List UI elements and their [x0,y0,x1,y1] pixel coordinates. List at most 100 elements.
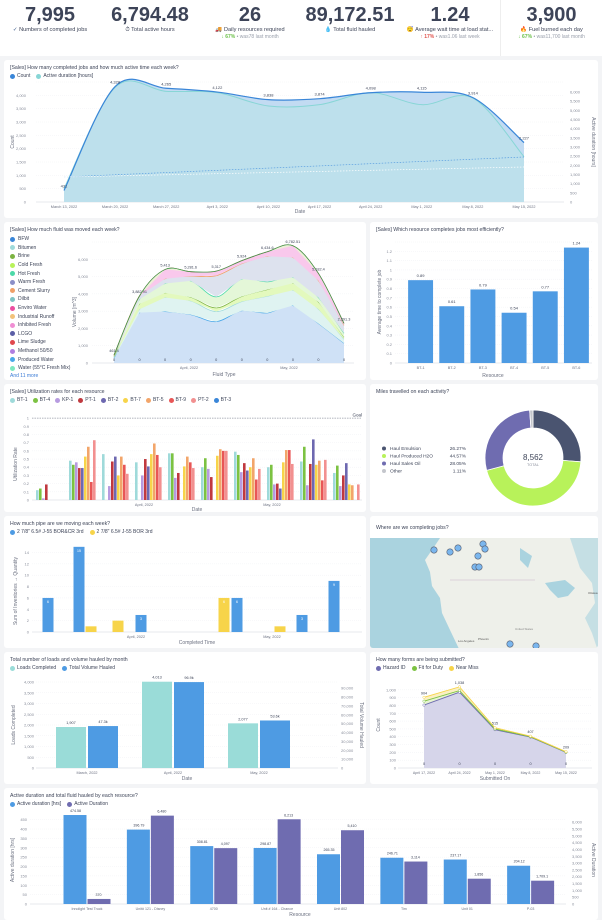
map-pin-icon[interactable] [454,544,462,552]
data-label: 53.6k [270,714,279,718]
legend-item-volume[interactable]: Total Volume Hauled [62,665,115,671]
legend-item[interactable]: PT-1 [78,397,96,403]
legend-item[interactable]: Water (55°C Fresh Mix) [10,364,70,373]
fluid-chart: 0 1,000 2,000 3,000 4,000 5,000 6,000 461.4 3,88… [72,240,354,378]
y-tick-label: 150 [20,873,27,878]
legend-item-near-miss[interactable]: Near Miss [448,665,478,671]
legend-item[interactable]: BT-5 [145,397,164,403]
legend-item-pipe-bor[interactable]: 2 7/8" 6.5# J-55 BOR 3rd [89,529,153,535]
y-tick-label: 200 [20,864,27,869]
legend-item[interactable]: Produced Water [10,355,70,364]
bar [78,468,81,500]
y-tick-label: 1.1 [386,258,392,263]
map-pin-icon[interactable] [481,545,489,553]
legend-item[interactable]: BFW [10,235,70,244]
y2-axis-title: Active duration [hours] [590,117,596,167]
map-pin-icon[interactable] [430,546,438,554]
legend-item[interactable]: Enviro Water [10,304,70,313]
total-label: 5,182.4 [312,267,325,271]
bar-label: 3 [301,617,303,621]
y-axis-title: Count [376,718,382,732]
legend-item[interactable]: BT-4 [32,397,50,403]
data-label: 4,013 [152,676,162,680]
show-more-link[interactable]: And 11 more [10,372,39,379]
jobs-chart: 0 500 1,000 1,500 2,000 2,500 3,000 3,500 4,000 0… [10,78,596,215]
legend-item-count[interactable]: Count [10,73,30,79]
legend-value: 1.11% [453,469,467,475]
bar [144,459,147,500]
legend-label: Active Duration [74,801,109,807]
bar [171,453,174,500]
legend-item[interactable]: Hot Fresh [10,269,70,278]
chart-legend: BT-1 BT-4 KP-1 PT-1 BT-2 BT-7 BT-5 BT-9 PT-2 BT-3 [10,397,231,403]
legend-item[interactable]: Dilbit [10,295,70,304]
x-tick-label: April 17, 2022 [413,771,435,775]
jobs-map[interactable]: United States Los Angeles Phoenix Ottawa [370,538,598,648]
y-tick-label: 0.9 [386,277,392,282]
legend-dot [382,461,386,466]
legend-item[interactable]: Cement Slurry [10,287,70,296]
legend-item[interactable]: Industrial Runoff [10,312,70,321]
legend-item[interactable]: BT-3 [213,397,231,403]
legend-dot [10,296,15,302]
legend-dot [10,262,15,268]
legend-item[interactable]: Methanol 50/50 [10,347,70,356]
chart-legend: BFW Bitumen Brine Cold Fresh Hot Fresh Warm F… [10,235,70,379]
y2-tick-label: 1,500 [572,881,583,886]
map-pin-icon[interactable] [446,548,454,556]
legend-item[interactable]: BT-9 [168,397,186,403]
legend-item-hazard-id[interactable]: Hazard ID [376,665,406,671]
legend-item[interactable]: PT-2 [191,397,209,403]
x-tick-label: May, 2022 [250,771,267,775]
active-duration-area [64,80,524,202]
zero-label: 0 [494,762,496,766]
legend-item[interactable]: Warm Fresh [10,278,70,287]
map-pin-icon[interactable] [475,563,483,571]
legend-item[interactable]: BT-2 [100,397,118,403]
kpi-value: 1.24 [430,4,470,26]
legend-dot [10,253,15,259]
y-tick-label: 4,000 [78,291,89,296]
x-axis-title: Date [182,776,193,782]
legend-item[interactable]: Brine [10,252,70,261]
kpi-change-pct: 17% [424,34,435,40]
legend-item-fit-for-duty[interactable]: Fit for Duty [411,665,443,671]
legend-item[interactable]: BT-1 [10,397,28,403]
data-label: 96.9k [184,676,193,680]
legend-item-active-duration-hrs[interactable]: Active duration [hrs] [10,801,61,807]
legend-item[interactable]: KP-1 [55,397,73,403]
y-tick-label: 1,500 [24,733,35,738]
bar [336,465,339,500]
y-tick-label: 4,000 [16,93,27,98]
x-tick-label: May 1, 2022 [485,771,505,775]
map-label-la: Los Angeles [458,639,475,643]
legend-item[interactable]: BT-7 [123,397,141,403]
map-pin-icon[interactable] [474,552,482,560]
y2-axis-title: Active Duration [590,843,596,877]
data-label: 3,838 [263,93,274,98]
y-tick-label: 1,000 [386,687,397,692]
legend-item[interactable]: Lime Sludge [10,338,70,347]
map-pin-icon[interactable] [506,640,514,648]
kpi-change-text: • was1.06 last week [435,34,480,40]
legend-item-active-duration[interactable]: Active duration [hours] [36,73,93,79]
data-point [458,689,461,693]
legend-item[interactable]: Cold Fresh [10,261,70,270]
resource-duration-chart: 0 50 100 150 200 250 300 350 400 450 0 500 1,000 1,50… [10,809,596,918]
map-canvas[interactable]: United States Los Angeles Phoenix Ottawa [370,538,598,648]
legend-item[interactable]: Inhibited Fresh [10,321,70,330]
legend-item[interactable]: LCGO [10,330,70,339]
legend-item-pipe-bor-cr[interactable]: 2 7/8" 6.5# J-55 BOR&CR 3rd [10,529,84,535]
map-pin-icon[interactable] [532,642,540,648]
bar-duration-hrs [443,859,467,904]
legend-item-loads[interactable]: Loads Completed [10,665,56,671]
y-tick-label: 3,000 [78,309,89,314]
bar-bor [85,626,97,632]
bar-duration [467,878,491,904]
legend-item-active-duration[interactable]: Active Duration [67,801,108,807]
data-label: 0.79 [479,282,488,287]
legend-item[interactable]: Bitumen [10,244,70,253]
x-tick-label: May, 2022 [263,503,280,507]
kpi-wait-time: 1.24 😴 Average wait time at load stat...… [400,0,500,56]
y-axis-title: Sum of Inventories → Quantity [13,556,19,625]
